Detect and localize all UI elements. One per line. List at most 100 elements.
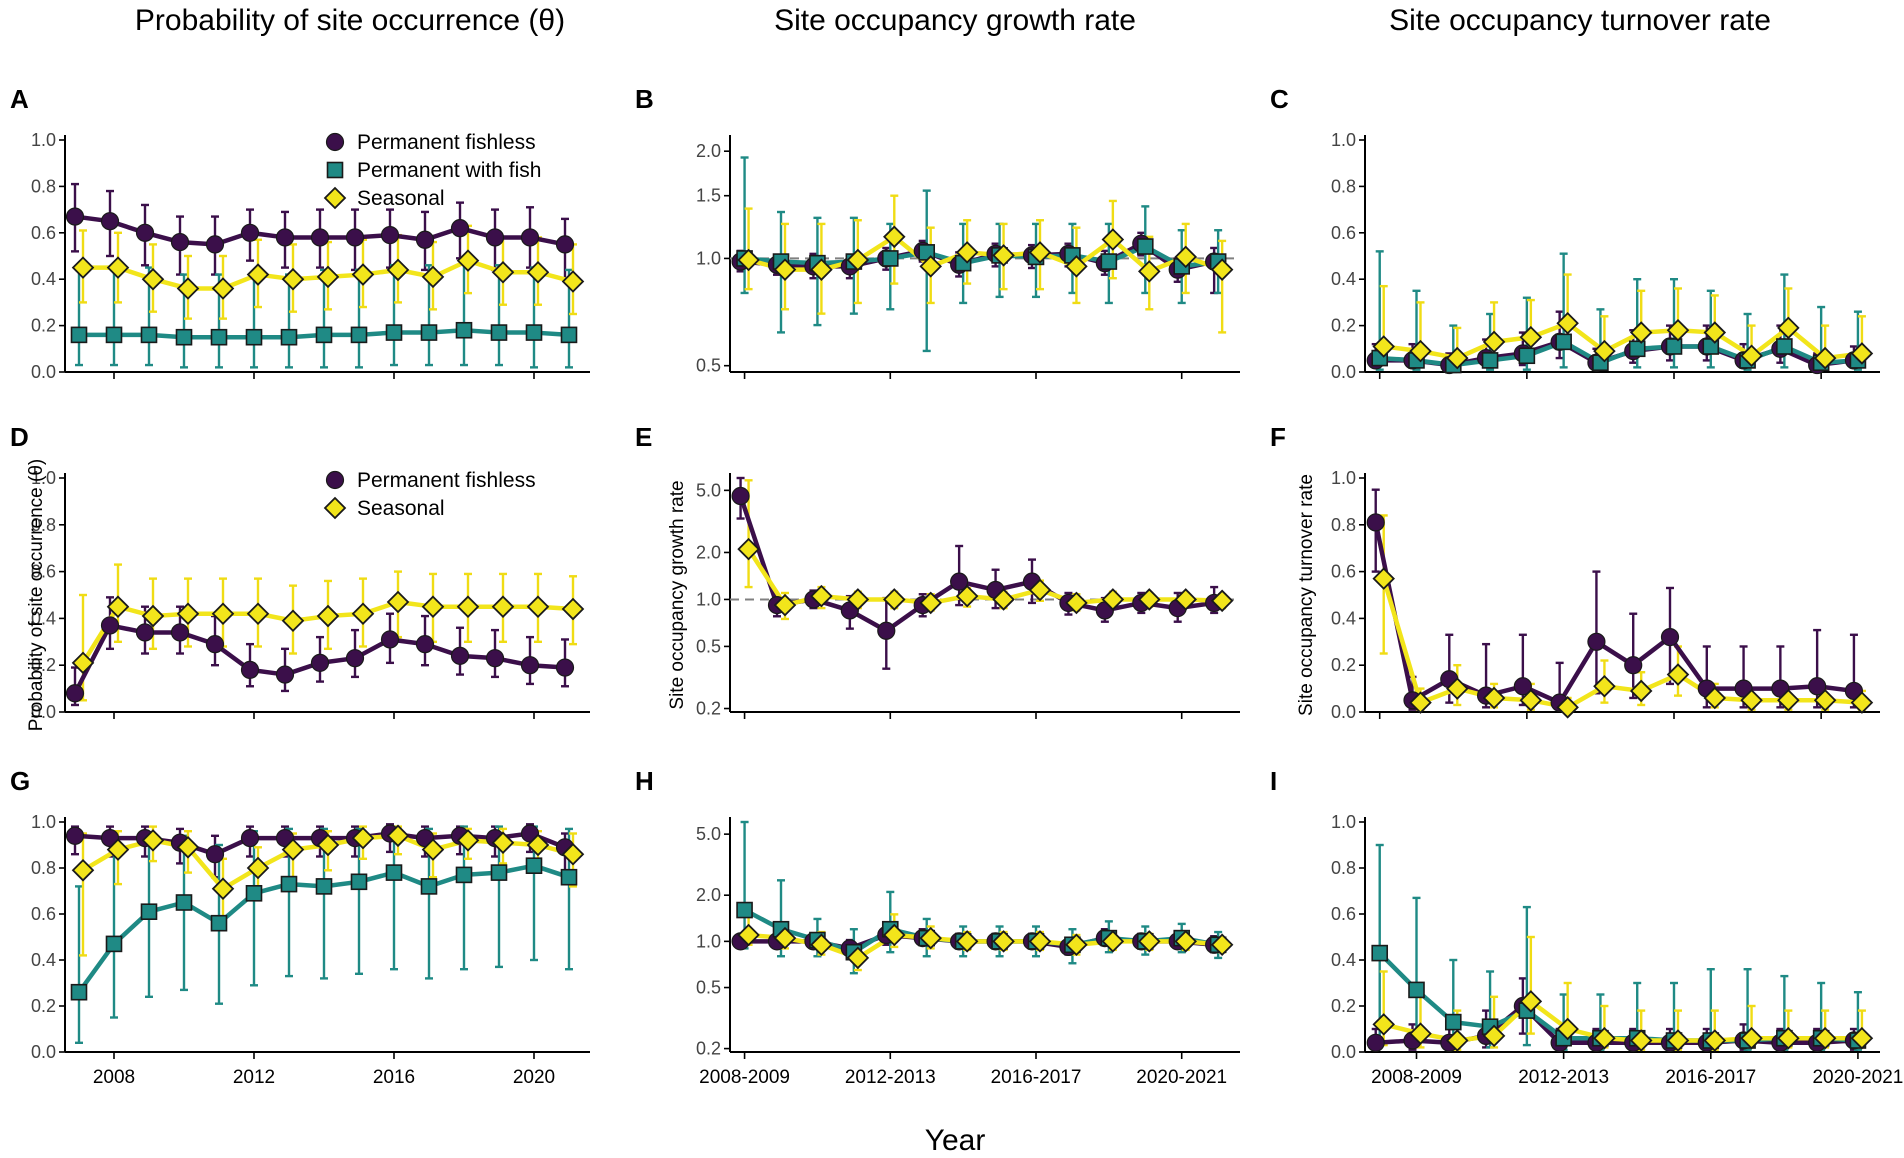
markers-permanent-with-fish bbox=[70, 857, 578, 1001]
panel-letter: A bbox=[10, 84, 29, 114]
y-tick-label: 0.4 bbox=[31, 950, 56, 970]
data-point bbox=[1101, 228, 1125, 251]
panel-letter: C bbox=[1270, 84, 1289, 114]
data-point bbox=[245, 884, 263, 902]
x-tick-label: 2020 bbox=[513, 1067, 555, 1088]
data-point bbox=[210, 914, 228, 932]
data-point bbox=[386, 258, 410, 282]
data-point bbox=[1138, 588, 1161, 611]
data-point bbox=[1513, 677, 1532, 696]
data-point bbox=[106, 595, 130, 618]
data-point bbox=[773, 593, 797, 617]
data-point bbox=[141, 267, 165, 291]
data-point bbox=[1813, 689, 1837, 712]
data-point bbox=[1482, 686, 1506, 710]
data-point bbox=[731, 486, 750, 506]
data-point bbox=[491, 260, 515, 284]
data-point bbox=[210, 328, 228, 346]
data-point bbox=[526, 595, 550, 618]
y-tick-label: 0.6 bbox=[31, 223, 56, 243]
data-point bbox=[1629, 1029, 1653, 1052]
y-tick-label: 1.0 bbox=[1331, 812, 1356, 832]
data-point bbox=[456, 249, 480, 272]
data-point bbox=[140, 326, 158, 344]
data-point bbox=[415, 635, 435, 654]
y-tick-label: 1.0 bbox=[1331, 468, 1356, 488]
legend-marker bbox=[323, 496, 347, 520]
data-point bbox=[351, 263, 375, 286]
y-tick-label: 0.4 bbox=[31, 269, 56, 289]
data-point bbox=[1593, 339, 1616, 363]
data-point bbox=[1629, 679, 1653, 703]
legend-marker bbox=[325, 470, 345, 490]
panel-H: H 0.2 0.5 1.0 2.0 5.0 2008-2009 2012-2013 2016-2… bbox=[635, 766, 1240, 1088]
data-point bbox=[1210, 933, 1234, 957]
y-tick-label: 0.2 bbox=[696, 699, 721, 719]
panel-axes: 0.0 0.2 0.4 0.6 0.8 1.0 bbox=[1331, 468, 1880, 722]
data-point bbox=[1519, 325, 1543, 349]
data-point bbox=[1703, 321, 1727, 344]
data-point bbox=[275, 665, 295, 684]
legend-marker bbox=[326, 161, 344, 179]
data-point bbox=[1409, 339, 1432, 363]
data-point bbox=[1556, 696, 1579, 719]
y-tick-label: 1.0 bbox=[1331, 130, 1356, 150]
markers-seasonal bbox=[737, 537, 1234, 617]
data-point bbox=[526, 260, 550, 284]
data-point bbox=[773, 926, 797, 950]
y-tick-label: 5.0 bbox=[696, 824, 721, 844]
y-tick-label: 1.0 bbox=[696, 589, 721, 609]
data-point bbox=[71, 859, 95, 882]
data-point bbox=[1138, 260, 1161, 283]
markers-seasonal bbox=[737, 923, 1234, 970]
data-point bbox=[280, 875, 298, 893]
data-point bbox=[351, 826, 375, 850]
data-point bbox=[1593, 1026, 1616, 1050]
data-point bbox=[877, 621, 896, 640]
y-tick-label: 1.0 bbox=[31, 812, 56, 832]
panel-axes: 0.0 0.2 0.4 0.6 0.8 1.0 bbox=[31, 468, 590, 722]
data-point bbox=[100, 212, 120, 231]
legend-label: Permanent fishless bbox=[357, 131, 536, 154]
x-tick-label: 2016 bbox=[373, 1067, 415, 1088]
y-tick-label: 0.6 bbox=[1331, 223, 1356, 243]
data-point bbox=[211, 877, 235, 900]
data-point bbox=[310, 653, 330, 672]
data-point bbox=[350, 326, 368, 344]
data-point bbox=[1028, 578, 1052, 602]
data-point bbox=[485, 228, 505, 247]
y-axis-label: Site occupancy turnover rate bbox=[1296, 474, 1317, 716]
data-point bbox=[65, 684, 85, 703]
panel-letter: D bbox=[10, 422, 29, 452]
data-point bbox=[380, 226, 400, 245]
data-point bbox=[1628, 340, 1646, 358]
panel-axes: 0.0 0.2 0.4 0.6 0.8 1.0 2008 2012 2016 2020 bbox=[31, 812, 590, 1088]
data-point bbox=[345, 649, 365, 668]
y-tick-label: 0.8 bbox=[1331, 858, 1356, 878]
data-point bbox=[176, 277, 200, 300]
data-point bbox=[1587, 632, 1606, 651]
data-point bbox=[1556, 312, 1579, 335]
data-point bbox=[211, 602, 235, 625]
legend: Permanent fishless Seasonal bbox=[323, 469, 536, 520]
y-tick-label: 0.8 bbox=[31, 176, 56, 196]
data-point bbox=[520, 656, 540, 675]
y-tick-label: 0.6 bbox=[31, 562, 56, 582]
data-point bbox=[919, 591, 942, 615]
data-point bbox=[1444, 1013, 1462, 1031]
data-point bbox=[385, 324, 403, 341]
panel-letter: E bbox=[635, 422, 652, 452]
markers-seasonal bbox=[1372, 990, 1874, 1052]
data-point bbox=[919, 926, 942, 950]
data-point bbox=[1101, 588, 1125, 611]
data-point bbox=[1777, 1026, 1800, 1050]
data-point bbox=[561, 270, 585, 293]
data-point bbox=[992, 930, 1015, 953]
data-point bbox=[1481, 352, 1499, 369]
markers-permanent-fishless bbox=[1366, 513, 1864, 712]
data-point bbox=[1740, 1026, 1763, 1050]
y-tick-label: 0.0 bbox=[1331, 702, 1356, 722]
markers-permanent-fishless bbox=[65, 207, 575, 254]
data-point bbox=[490, 864, 508, 881]
data-point bbox=[281, 267, 305, 291]
